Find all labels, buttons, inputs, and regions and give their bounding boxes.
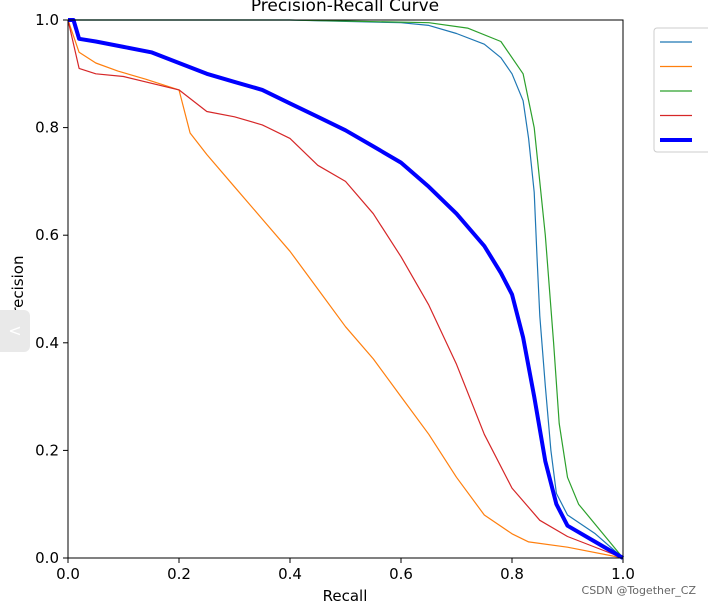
chevron-left-icon: < xyxy=(8,321,22,340)
x-tick-label-1: 0.2 xyxy=(167,565,191,583)
legend-entries xyxy=(660,41,692,142)
chart-title: Precision-Recall Curve xyxy=(251,0,439,16)
y-tick-label-3: 0.6 xyxy=(35,226,59,244)
x-tick-label-3: 0.6 xyxy=(389,565,413,583)
x-tick-label-0: 0.0 xyxy=(56,565,80,583)
y-tick-label-4: 0.8 xyxy=(35,119,59,137)
series-line-2 xyxy=(68,19,624,559)
plot-frame xyxy=(67,19,624,559)
series-line-1 xyxy=(67,19,624,559)
tick-layer: 0.0 0.2 0.4 0.6 0.8 1.0 0.0 0.2 0.4 0.6 0.8 1.0 xyxy=(35,11,635,583)
y-tick-label-0: 0.0 xyxy=(35,549,59,567)
x-axis-label: Recall xyxy=(323,587,368,602)
y-tick-label-1: 0.2 xyxy=(35,441,59,459)
x-tick-label-2: 0.4 xyxy=(278,565,302,583)
y-axis-label: Precision xyxy=(9,256,27,323)
y-tick-label-2: 0.4 xyxy=(35,334,59,352)
watermark: CSDN @Together_CZ xyxy=(582,584,697,597)
series-line-3 xyxy=(67,19,624,559)
y-tick-label-5: 1.0 xyxy=(35,11,59,29)
x-tick-label-5: 1.0 xyxy=(611,565,635,583)
series-line-4 xyxy=(68,18,625,560)
series-line-0 xyxy=(68,19,624,559)
x-tick-label-4: 0.8 xyxy=(500,565,524,583)
legend-box xyxy=(653,27,708,153)
side-collapse-tab[interactable]: < xyxy=(0,310,30,352)
series-layer xyxy=(67,18,625,560)
